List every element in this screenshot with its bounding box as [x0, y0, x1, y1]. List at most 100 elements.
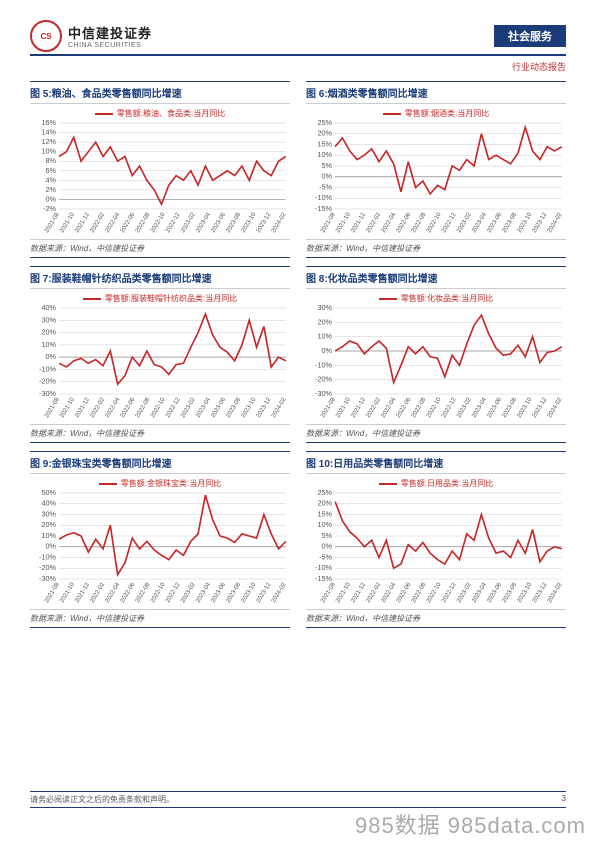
page-footer: 请务必阅读正文之后的免责条款和声明。 3 [30, 791, 566, 808]
svg-text:-5%: -5% [319, 184, 333, 192]
svg-text:50%: 50% [41, 489, 56, 497]
chart-title: 图 9:金银珠宝类零售额同比增速 [30, 451, 290, 474]
chart-canvas: -30%-20%-10%0%10%20%30%40%50%2021-082021… [30, 489, 290, 609]
svg-text:10%: 10% [317, 521, 332, 529]
svg-text:10%: 10% [317, 151, 332, 159]
svg-text:4%: 4% [45, 176, 56, 184]
svg-text:30%: 30% [317, 304, 332, 312]
svg-text:20%: 20% [41, 329, 56, 337]
svg-text:0%: 0% [45, 353, 56, 361]
footer-disclaimer: 请务必阅读正文之后的免责条款和声明。 [30, 794, 174, 805]
legend-label: 零售额:服装鞋帽针纺织品类:当月同比 [105, 293, 237, 304]
chart-title: 图 7:服装鞋帽针纺织品类零售额同比增速 [30, 266, 290, 289]
data-line [59, 314, 286, 384]
svg-text:10%: 10% [317, 333, 332, 341]
svg-text:2024-02: 2024-02 [270, 581, 288, 604]
chart-canvas: -15%-10%-5%0%5%10%15%20%25%2021-082021-1… [306, 119, 566, 239]
legend-label: 零售额:金银珠宝类:当月同比 [121, 478, 221, 489]
chart-block: 图 8:化妆品类零售额同比增速零售额:化妆品类:当月同比-30%-20%-10%… [306, 266, 566, 445]
chart-title: 图 5:粮油、食品类零售额同比增速 [30, 81, 290, 104]
chart-title: 图 10:日用品类零售额同比增速 [306, 451, 566, 474]
chart-source: 数据来源：Wind，中信建投证券 [306, 609, 566, 628]
chart-source: 数据来源：Wind，中信建投证券 [306, 239, 566, 258]
page-root: CS 中信建投证券 CHINA SECURITIES 社会服务 行业动态报告 图… [0, 0, 596, 842]
svg-text:5%: 5% [321, 532, 332, 540]
svg-text:12%: 12% [41, 138, 56, 146]
chart-legend: 零售额:服装鞋帽针纺织品类:当月同比 [30, 289, 290, 304]
svg-text:15%: 15% [317, 141, 332, 149]
svg-text:-5%: -5% [319, 554, 333, 562]
chart-legend: 零售额:烟酒类:当月同比 [306, 104, 566, 119]
svg-text:-20%: -20% [315, 376, 333, 384]
svg-text:15%: 15% [317, 511, 332, 519]
svg-text:40%: 40% [41, 304, 56, 312]
chart-block: 图 10:日用品类零售额同比增速零售额:日用品类:当月同比-15%-10%-5%… [306, 451, 566, 630]
chart-canvas: -15%-10%-5%0%5%10%15%20%25%2021-082021-1… [306, 489, 566, 609]
svg-text:-20%: -20% [39, 378, 57, 386]
svg-text:20%: 20% [317, 318, 332, 326]
legend-line-icon [379, 298, 397, 300]
legend-line-icon [379, 483, 397, 485]
legend-line-icon [99, 483, 117, 485]
svg-text:30%: 30% [41, 316, 56, 324]
chart-block: 图 5:粮油、食品类零售额同比增速零售额:粮油、食品类:当月同比-2%0%2%4… [30, 81, 290, 260]
svg-text:2024-02: 2024-02 [270, 211, 288, 234]
svg-text:-10%: -10% [315, 194, 333, 202]
chart-canvas: -30%-20%-10%0%10%20%30%40%2021-082021-10… [30, 304, 290, 424]
svg-text:10%: 10% [41, 341, 56, 349]
svg-text:2024-02: 2024-02 [546, 211, 564, 234]
svg-text:16%: 16% [41, 119, 56, 127]
svg-text:20%: 20% [41, 521, 56, 529]
logo-icon: CS [30, 20, 62, 52]
svg-text:14%: 14% [41, 129, 56, 137]
legend-line-icon [95, 113, 113, 115]
svg-text:-10%: -10% [315, 564, 333, 572]
page-header: CS 中信建投证券 CHINA SECURITIES 社会服务 [30, 20, 566, 52]
svg-text:2024-02: 2024-02 [546, 581, 564, 604]
data-line [335, 127, 562, 194]
watermark-text: 985数据 985data.com [355, 808, 586, 840]
chart-legend: 零售额:日用品类:当月同比 [306, 474, 566, 489]
svg-text:2024-02: 2024-02 [270, 396, 288, 419]
data-line [335, 315, 562, 382]
chart-canvas: -30%-20%-10%0%10%20%30%2021-082021-10202… [306, 304, 566, 424]
svg-text:-10%: -10% [39, 366, 57, 374]
brand-logo: CS 中信建投证券 CHINA SECURITIES [30, 20, 152, 52]
legend-label: 零售额:化妆品类:当月同比 [401, 293, 493, 304]
chart-canvas: -2%0%2%4%6%8%10%12%14%16%2021-082021-102… [30, 119, 290, 239]
data-line [59, 495, 286, 575]
svg-text:2024-02: 2024-02 [546, 396, 564, 419]
chart-source: 数据来源：Wind，中信建投证券 [30, 609, 290, 628]
header-divider [30, 54, 566, 56]
svg-text:10%: 10% [41, 532, 56, 540]
chart-legend: 零售额:化妆品类:当月同比 [306, 289, 566, 304]
svg-text:8%: 8% [45, 157, 56, 165]
chart-title: 图 8:化妆品类零售额同比增速 [306, 266, 566, 289]
footer-page-number: 3 [562, 794, 566, 805]
chart-source: 数据来源：Wind，中信建投证券 [30, 239, 290, 258]
legend-label: 零售额:日用品类:当月同比 [401, 478, 493, 489]
svg-text:5%: 5% [321, 162, 332, 170]
svg-text:10%: 10% [41, 148, 56, 156]
svg-text:0%: 0% [321, 173, 332, 181]
logo-en: CHINA SECURITIES [68, 42, 152, 49]
svg-text:0%: 0% [45, 196, 56, 204]
svg-text:-10%: -10% [315, 361, 333, 369]
chart-legend: 零售额:金银珠宝类:当月同比 [30, 474, 290, 489]
chart-title: 图 6:烟酒类零售额同比增速 [306, 81, 566, 104]
svg-text:25%: 25% [317, 119, 332, 127]
header-category-tag: 社会服务 [494, 25, 566, 47]
data-line [335, 502, 562, 569]
svg-text:40%: 40% [41, 500, 56, 508]
svg-text:-20%: -20% [39, 564, 57, 572]
svg-text:6%: 6% [45, 167, 56, 175]
svg-text:0%: 0% [45, 543, 56, 551]
legend-line-icon [383, 113, 401, 115]
chart-block: 图 6:烟酒类零售额同比增速零售额:烟酒类:当月同比-15%-10%-5%0%5… [306, 81, 566, 260]
svg-text:-10%: -10% [39, 554, 57, 562]
chart-source: 数据来源：Wind，中信建投证券 [30, 424, 290, 443]
svg-text:2%: 2% [45, 186, 56, 194]
legend-line-icon [83, 298, 101, 300]
chart-block: 图 9:金银珠宝类零售额同比增速零售额:金银珠宝类:当月同比-30%-20%-1… [30, 451, 290, 630]
logo-cn: 中信建投证券 [68, 23, 152, 42]
